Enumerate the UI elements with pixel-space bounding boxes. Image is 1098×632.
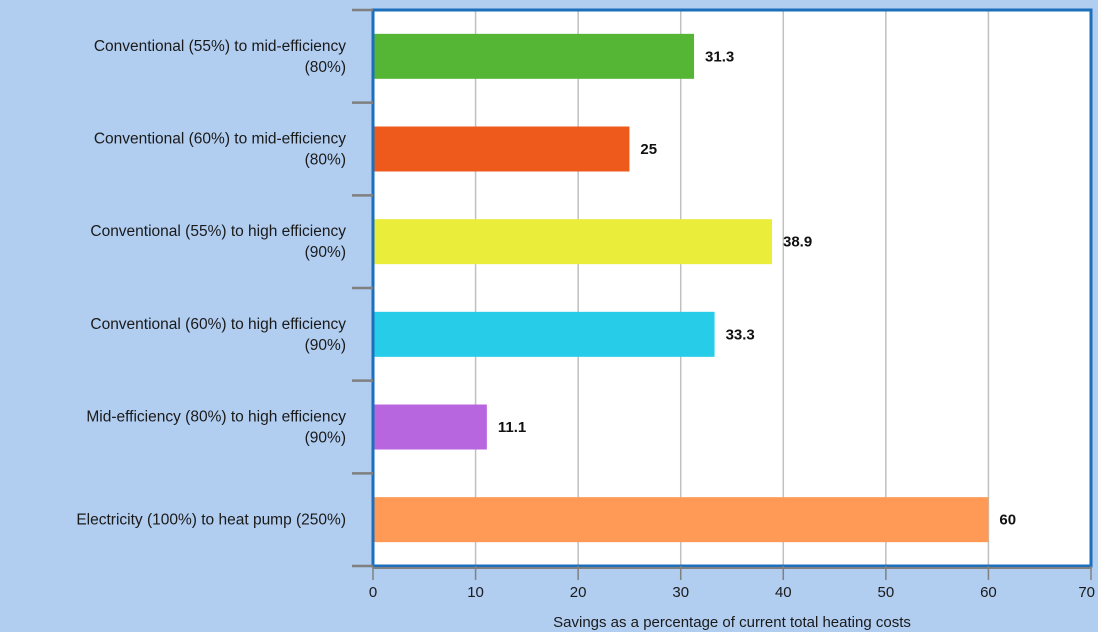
gridlines	[474, 10, 990, 566]
plot-background	[373, 10, 1091, 566]
axes	[352, 8, 1092, 580]
x-tick-label: 30	[672, 584, 689, 601]
x-tick-label: 70	[1078, 584, 1095, 601]
data-labels: 31.3 25 38.9 33.3 11.1 60	[498, 48, 1016, 528]
x-tick-label: 20	[570, 584, 587, 601]
bar	[373, 404, 487, 450]
bar	[373, 33, 695, 79]
bar	[373, 219, 773, 265]
data-label: 60	[999, 512, 1016, 529]
x-tick-label: 10	[467, 584, 484, 601]
x-tick-labels: 0 10 20 30 40 50 60 70	[369, 584, 1095, 601]
category-label: Electricity (100%) to heat pump (250%)	[76, 512, 346, 529]
bar	[373, 497, 989, 543]
category-label: Conventional (55%) to mid-efficiency (80%…	[94, 38, 346, 76]
bar	[373, 126, 630, 172]
data-label: 38.9	[783, 234, 812, 251]
x-tick-label: 0	[369, 584, 377, 601]
data-label: 33.3	[726, 326, 755, 343]
category-label: Conventional (60%) to high efficiency (90…	[90, 316, 346, 354]
x-tick-label: 50	[878, 584, 895, 601]
data-label: 25	[640, 141, 657, 158]
category-label: Conventional (55%) to high efficiency (90…	[90, 223, 346, 261]
x-axis-title: Savings as a percentage of current total…	[553, 614, 911, 631]
x-tick-label: 40	[775, 584, 792, 601]
category-label: Mid-efficiency (80%) to high efficiency(…	[86, 409, 346, 447]
data-label: 11.1	[498, 419, 526, 436]
data-label: 31.3	[705, 48, 734, 65]
bars	[373, 33, 989, 543]
x-tick-label: 60	[980, 584, 997, 601]
category-labels: Conventional (55%) to mid-efficiency (80%…	[76, 38, 346, 529]
category-label: Conventional (60%) to mid-efficiency (80%…	[94, 131, 346, 169]
bar	[373, 311, 715, 357]
